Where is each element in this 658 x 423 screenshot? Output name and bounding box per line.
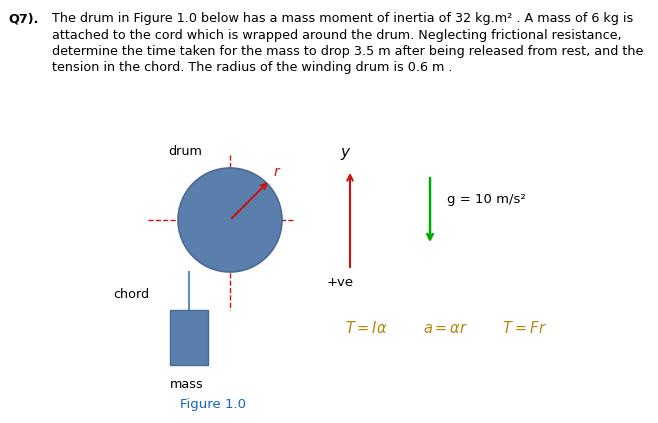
Text: determine the time taken for the mass to drop 3.5 m after being released from re: determine the time taken for the mass to… (52, 45, 644, 58)
Text: g = 10 m/s²: g = 10 m/s² (447, 193, 526, 206)
Text: chord: chord (113, 288, 149, 302)
Text: attached to the cord which is wrapped around the drum. Neglecting frictional res: attached to the cord which is wrapped ar… (52, 28, 622, 41)
Bar (170, 310, 208, 365)
Text: +ve: +ve (327, 276, 354, 289)
Text: $T = I\alpha$        $a = \alpha r$        $T = Fr$: $T = I\alpha$ $a = \alpha r$ $T = Fr$ (345, 320, 547, 336)
Text: drum: drum (168, 145, 202, 158)
Text: Figure 1.0: Figure 1.0 (180, 398, 246, 411)
Text: The drum in Figure 1.0 below has a mass moment of inertia of 32 kg.m² . A mass o: The drum in Figure 1.0 below has a mass … (52, 12, 633, 25)
Text: Q7).: Q7). (8, 12, 38, 25)
Circle shape (178, 168, 282, 272)
Text: tension in the chord. The radius of the winding drum is 0.6 m .: tension in the chord. The radius of the … (52, 61, 453, 74)
Text: y: y (340, 145, 349, 160)
Text: r: r (274, 165, 280, 179)
Text: mass: mass (170, 378, 204, 391)
